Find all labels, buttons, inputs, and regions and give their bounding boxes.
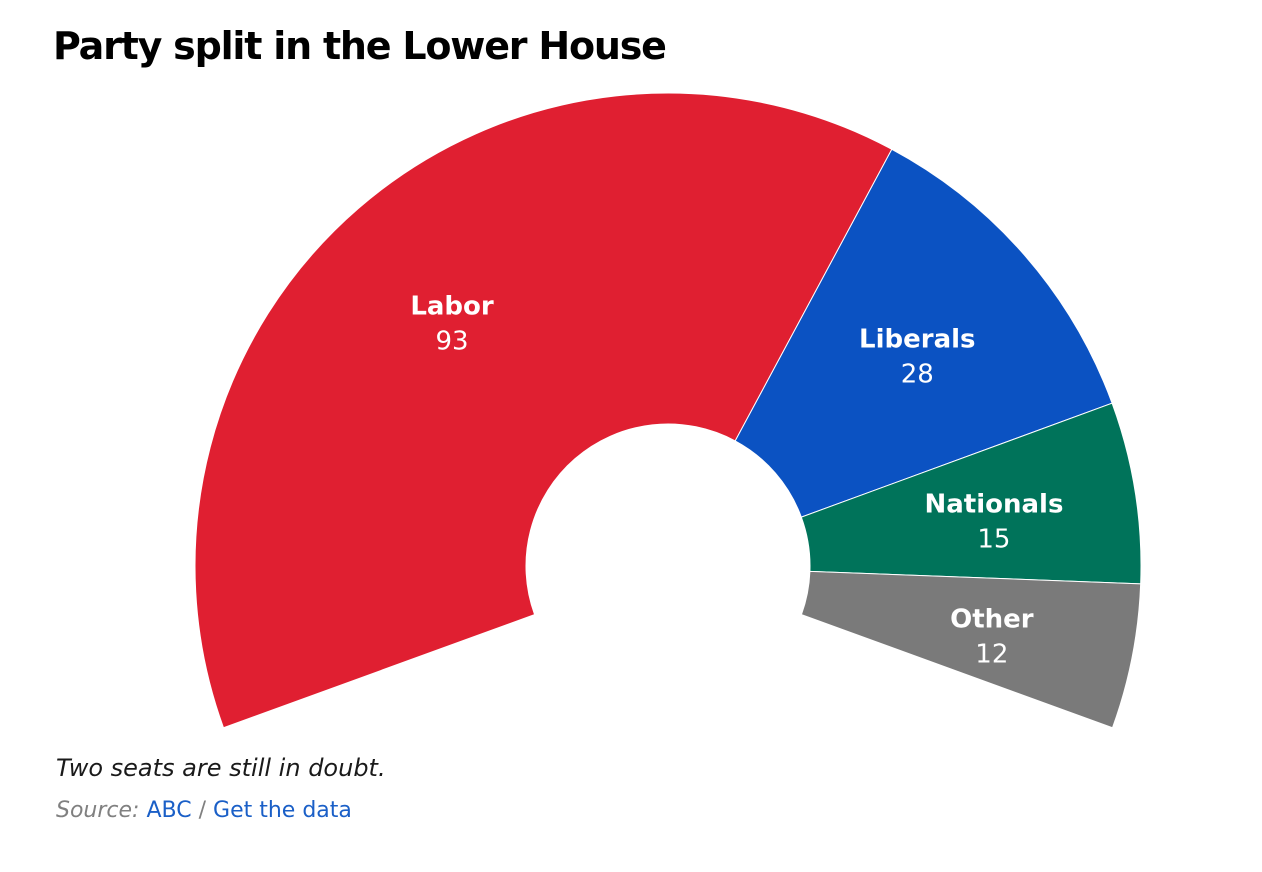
- label-other: Other: [950, 604, 1034, 634]
- chart-note: Two seats are still in doubt.: [56, 754, 386, 782]
- source-line: Source: ABC / Get the data: [56, 798, 352, 823]
- label-liberals: Liberals: [859, 325, 975, 355]
- label-nationals: Nationals: [924, 489, 1063, 519]
- segment-labor: [194, 92, 893, 729]
- value-labor: 93: [435, 326, 468, 356]
- segment-other: [800, 570, 1142, 729]
- label-labor: Labor: [410, 291, 494, 321]
- segment-nationals: [800, 402, 1142, 585]
- source-label: Source:: [56, 798, 140, 823]
- chart-title: Party split in the Lower House: [53, 24, 667, 68]
- value-liberals: 28: [901, 360, 934, 390]
- value-nationals: 15: [977, 524, 1010, 554]
- source-separator: /: [198, 798, 207, 823]
- source-link-abc[interactable]: ABC: [146, 798, 192, 823]
- value-other: 12: [975, 639, 1008, 669]
- segment-liberals: [734, 148, 1113, 518]
- get-the-data-link[interactable]: Get the data: [213, 798, 352, 823]
